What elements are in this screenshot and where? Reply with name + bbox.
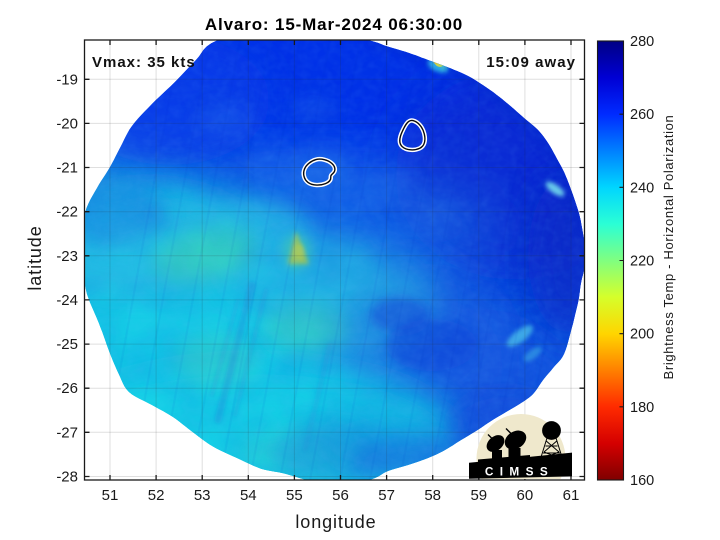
svg-text:57: 57 bbox=[378, 487, 395, 504]
svg-text:-23: -23 bbox=[56, 248, 78, 265]
svg-text:55: 55 bbox=[286, 487, 303, 504]
svg-text:61: 61 bbox=[563, 487, 580, 504]
svg-text:56: 56 bbox=[332, 487, 349, 504]
svg-text:240: 240 bbox=[630, 180, 654, 196]
svg-text:51: 51 bbox=[102, 487, 119, 504]
svg-text:-26: -26 bbox=[56, 380, 78, 397]
svg-text:220: 220 bbox=[630, 254, 654, 270]
svg-text:180: 180 bbox=[630, 400, 654, 416]
svg-text:54: 54 bbox=[240, 487, 257, 504]
svg-text:60: 60 bbox=[517, 487, 534, 504]
svg-text:200: 200 bbox=[630, 327, 654, 343]
svg-text:15:09 away: 15:09 away bbox=[486, 54, 576, 71]
svg-text:Brightness Temp - Horizontal P: Brightness Temp - Horizontal Polarizatio… bbox=[661, 115, 676, 380]
svg-text:Vmax: 35 kts: Vmax: 35 kts bbox=[92, 54, 196, 71]
svg-text:260: 260 bbox=[630, 107, 654, 123]
svg-text:-21: -21 bbox=[56, 160, 78, 177]
svg-text:-25: -25 bbox=[56, 336, 78, 353]
svg-text:-20: -20 bbox=[56, 115, 78, 132]
svg-text:latitude: latitude bbox=[25, 225, 45, 290]
svg-text:-28: -28 bbox=[56, 469, 78, 486]
svg-text:280: 280 bbox=[630, 34, 654, 50]
svg-text:59: 59 bbox=[470, 487, 487, 504]
svg-text:longitude: longitude bbox=[295, 512, 376, 532]
svg-text:58: 58 bbox=[424, 487, 441, 504]
svg-text:160: 160 bbox=[630, 473, 654, 489]
svg-text:-19: -19 bbox=[56, 71, 78, 88]
svg-text:52: 52 bbox=[148, 487, 165, 504]
svg-text:-24: -24 bbox=[56, 292, 78, 309]
svg-text:Alvaro: 15-Mar-2024 06:30:00: Alvaro: 15-Mar-2024 06:30:00 bbox=[205, 15, 463, 34]
svg-text:-22: -22 bbox=[56, 204, 78, 221]
svg-text:53: 53 bbox=[194, 487, 211, 504]
svg-text:-27: -27 bbox=[56, 424, 78, 441]
svg-text:CIMSS: CIMSS bbox=[485, 465, 554, 479]
